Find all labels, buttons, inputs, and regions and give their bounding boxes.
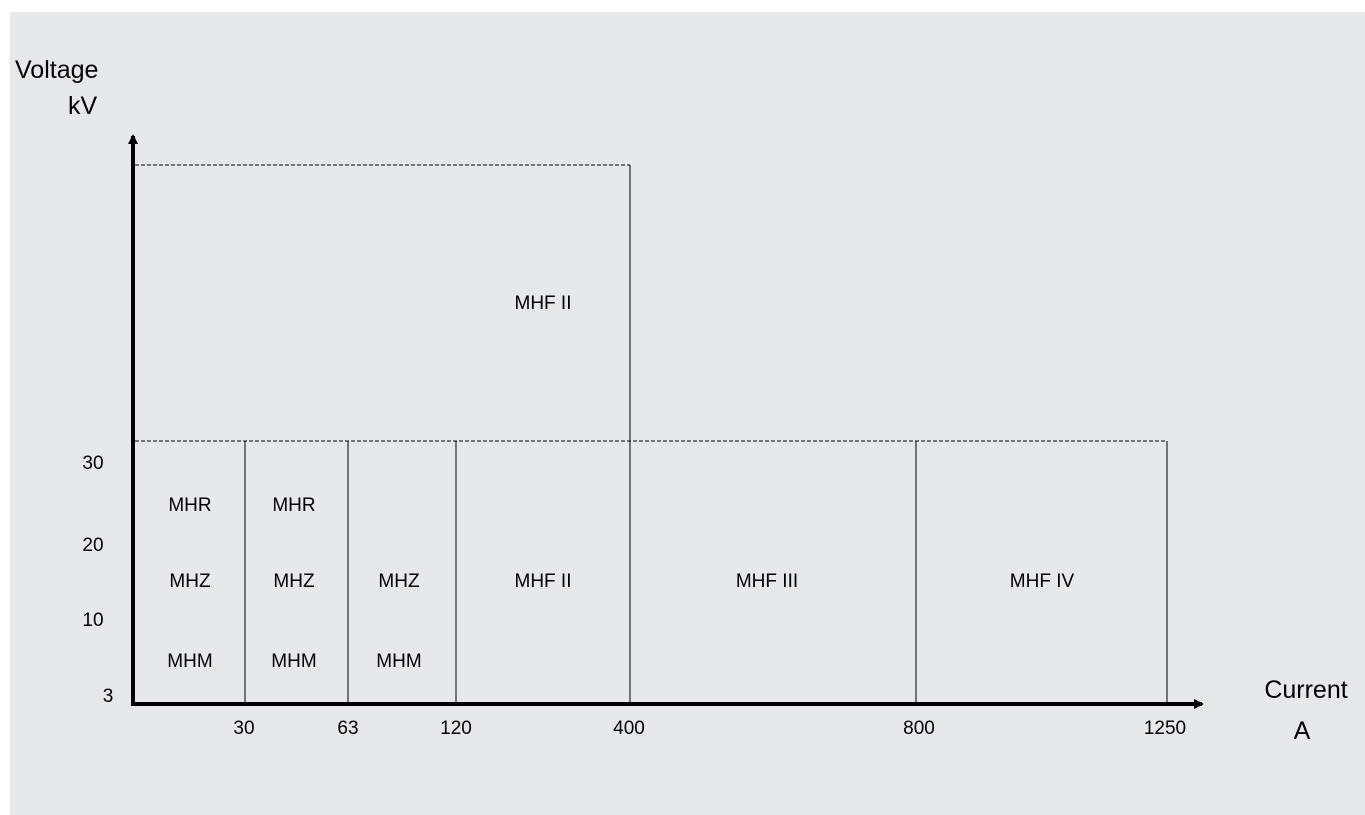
region-col3-bot-label: MHM [376,651,421,672]
region-upper-label: MHF II [515,293,572,314]
x-tick-label: 400 [613,718,645,739]
y-tick-label: 30 [82,453,103,474]
diagram-background [10,12,1365,815]
diagram-panel: Voltage kV Current A 30 20 10 3 30 63 12… [10,12,1365,815]
x-axis-label-line1: Current [1264,676,1347,704]
y-tick-label: 20 [82,535,103,556]
region-col3-mid-label: MHZ [378,571,420,592]
y-tick-label: 3 [103,686,114,707]
region-col2-bot-label: MHM [271,651,316,672]
region-col2-mid-label: MHZ [273,571,315,592]
region-col2-top-label: MHR [272,495,315,516]
y-axis-label-line2: kV [68,92,98,120]
y-axis-label-line1: Voltage [15,56,98,84]
y-tick-label: 10 [82,610,103,631]
x-tick-label: 63 [337,718,358,739]
region-col1-bot-label: MHM [167,651,212,672]
region-col1-mid-label: MHZ [169,571,211,592]
x-tick-label: 30 [233,718,254,739]
x-tick-label: 800 [903,718,935,739]
x-tick-label: 1250 [1144,718,1186,739]
rating-diagram: Voltage kV Current A 30 20 10 3 30 63 12… [10,12,1365,815]
region-col6-label: MHF IV [1010,571,1075,592]
region-col5-label: MHF III [736,571,798,592]
x-axis-label-line2: A [1294,717,1311,745]
region-col4-label: MHF II [515,571,572,592]
x-tick-label: 120 [440,718,472,739]
region-col1-top-label: MHR [168,495,211,516]
